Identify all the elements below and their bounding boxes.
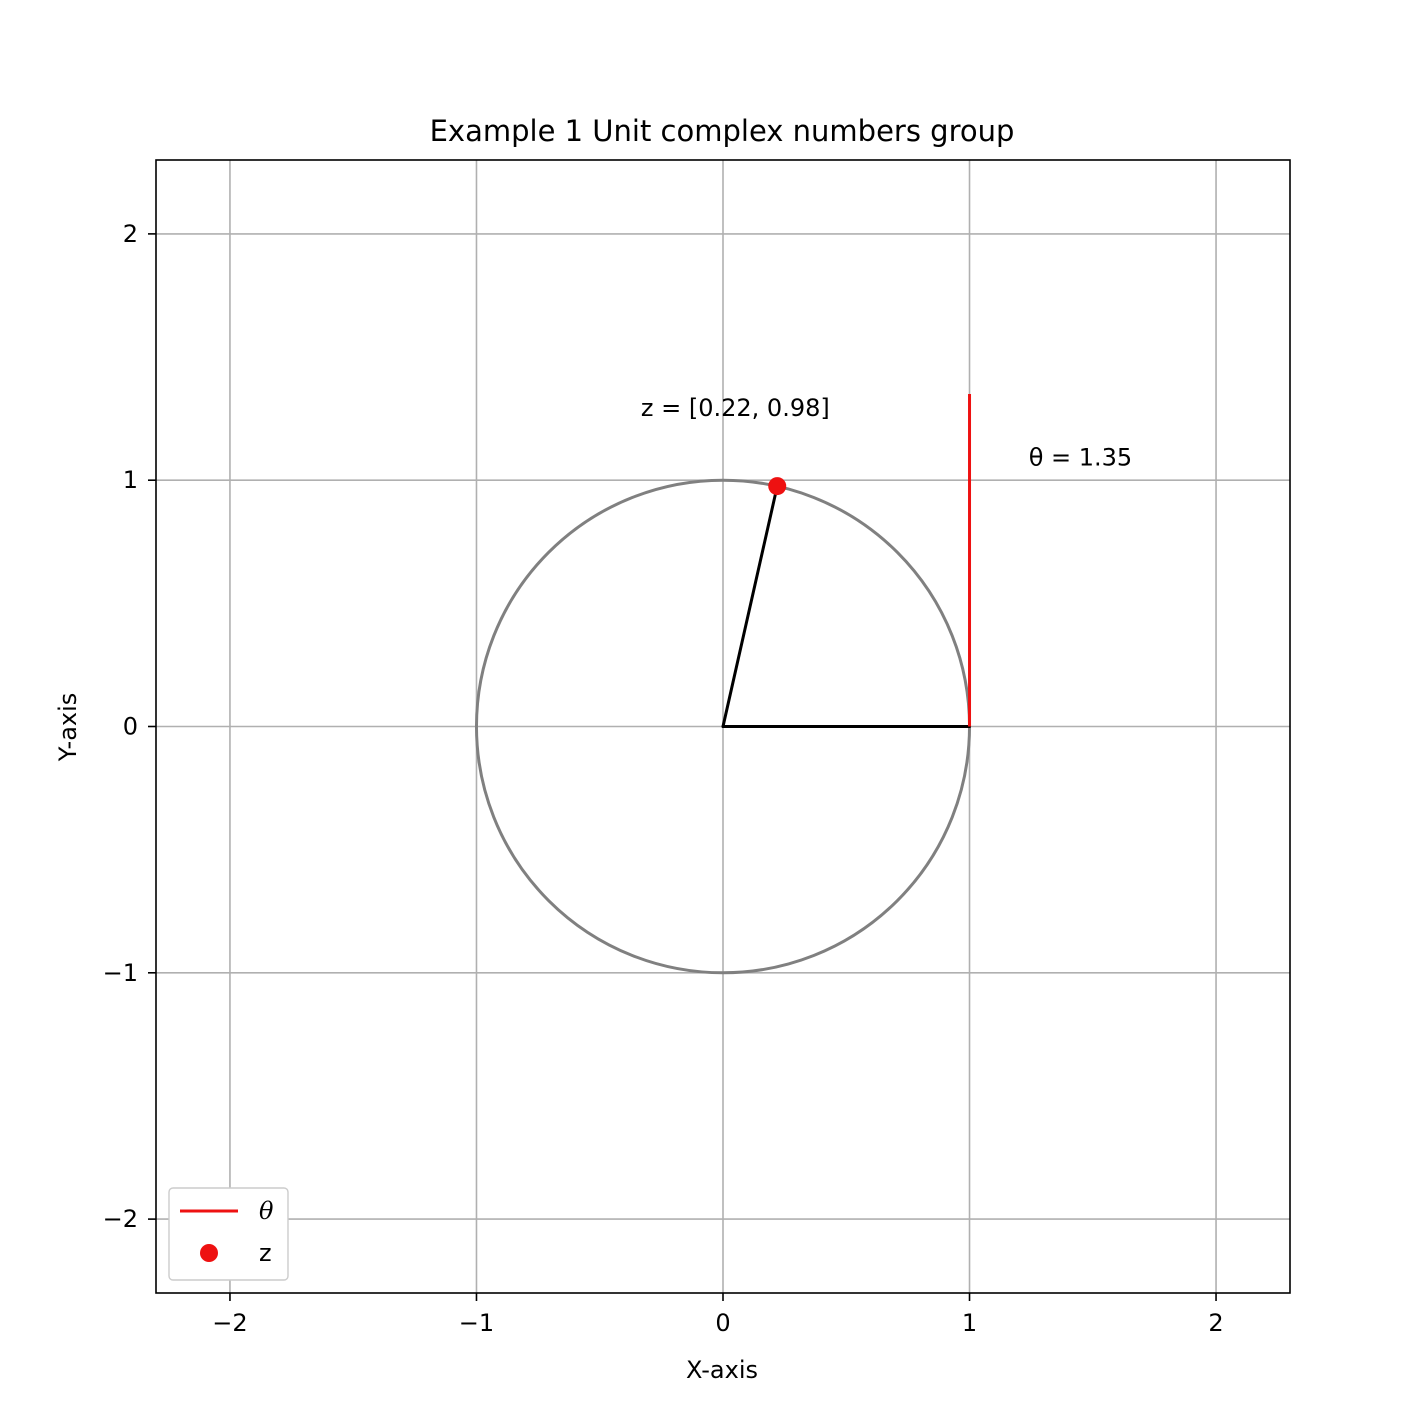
axis-ticks: −2 −1 0 1 2 −2 −1 0 1 2 <box>103 220 1224 1337</box>
x-tick-label: 1 <box>962 1309 977 1337</box>
x-tick-label: 2 <box>1208 1309 1223 1337</box>
x-tick-label: 0 <box>715 1309 730 1337</box>
chart-title: Example 1 Unit complex numbers group <box>430 114 1015 148</box>
legend-z-label: z <box>259 1239 272 1267</box>
y-tick-label: 1 <box>123 466 138 494</box>
y-tick-label: 0 <box>123 713 138 741</box>
annotations: z = [0.22, 0.98] θ = 1.35 <box>641 394 1132 471</box>
y-axis-label: Y-axis <box>54 693 82 763</box>
x-axis-label: X-axis <box>686 1356 758 1384</box>
annotation-label: θ = 1.35 <box>1029 443 1133 471</box>
x-tick-label: −1 <box>459 1309 494 1337</box>
plot-frame <box>155 159 1291 1294</box>
legend-z-swatch <box>200 1244 218 1262</box>
z-point-marker <box>768 477 787 496</box>
legend-theta-label: θ <box>259 1197 274 1225</box>
y-tick-label: −2 <box>103 1205 138 1233</box>
y-tick-label: −1 <box>103 959 138 987</box>
x-tick-label: −2 <box>212 1309 247 1337</box>
legend: θ z <box>168 1187 289 1281</box>
y-tick-label: 2 <box>123 220 138 248</box>
plot-content <box>474 393 972 975</box>
vector-segment <box>721 484 779 728</box>
annotation-label: z = [0.22, 0.98] <box>641 394 830 422</box>
